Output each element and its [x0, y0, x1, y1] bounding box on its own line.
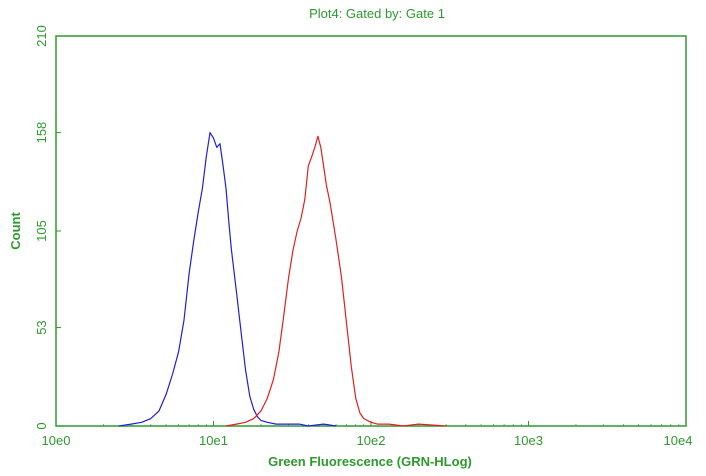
- x-tick-label: 10e3: [514, 433, 543, 448]
- x-tick-label: 10e1: [199, 433, 228, 448]
- y-axis: 0 53 105 158 210: [34, 25, 61, 430]
- y-tick-label: 105: [34, 220, 49, 242]
- histogram-series-line: [118, 132, 337, 427]
- x-tick-label: 10e2: [357, 433, 386, 448]
- y-axis-label: Count: [8, 212, 23, 250]
- y-tick-label: 158: [34, 122, 49, 144]
- x-axis-label: Green Fluorescence (GRN-HLog): [268, 454, 472, 469]
- x-axis: 10e0 10e1 10e2 10e3 10e4: [42, 421, 693, 448]
- y-tick-label: 210: [34, 25, 49, 47]
- series-layer: [118, 132, 447, 427]
- plot-frame: [55, 35, 687, 427]
- chart-title: Plot4: Gated by: Gate 1: [309, 6, 445, 21]
- histogram-series-line: [225, 135, 447, 427]
- x-tick-label: 10e0: [42, 433, 71, 448]
- x-tick-label: 10e4: [664, 433, 693, 448]
- y-tick-label: 53: [34, 320, 49, 334]
- y-tick-label: 0: [34, 422, 49, 429]
